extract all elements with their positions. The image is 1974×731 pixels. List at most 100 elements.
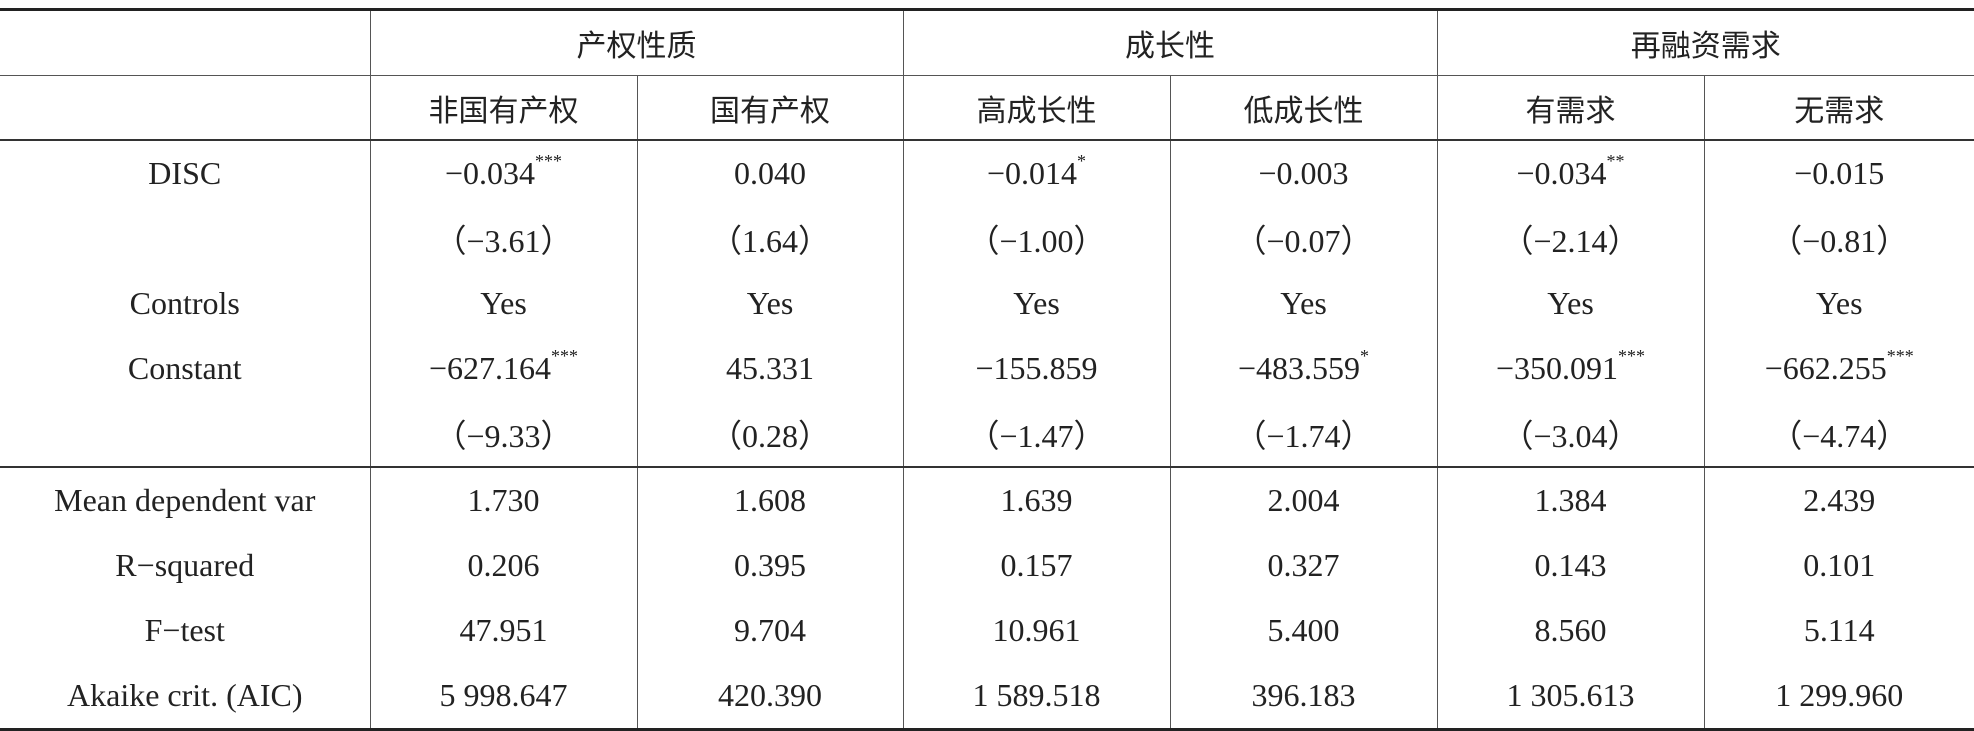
cell-value: 2.004	[1267, 482, 1340, 518]
cell: 396.183	[1169, 663, 1437, 730]
cell: 45.331	[636, 336, 903, 401]
cell-value: 0.157	[1000, 547, 1073, 583]
cell: 1.639	[902, 466, 1170, 533]
cell-value: −0.034	[1516, 155, 1607, 191]
cell-value: Yes	[480, 285, 527, 321]
table-body: 产权性质 成长性 再融资需求 非国有产权 国有产权 高成长性 低成长性 有需求 无需求 DISC −…	[0, 9, 1974, 730]
cell-value: 420.390	[718, 677, 822, 713]
cell-value: 1.608	[734, 482, 806, 518]
cell: 10.961	[902, 598, 1170, 663]
cell-value: （−0.07）	[1234, 222, 1373, 259]
cell: −350.091***	[1436, 336, 1704, 401]
data-row: Mean dependent var 1.730 1.608 1.639 2.004 1.…	[0, 466, 1974, 533]
cell: Yes	[1703, 271, 1974, 336]
significance: *	[1360, 346, 1370, 366]
data-row: Akaike crit. (AIC) 5 998.647 420.390 1 589.…	[0, 663, 1974, 730]
row-label	[0, 401, 370, 467]
cell: 1 305.613	[1436, 663, 1704, 730]
column-header: 国有产权	[636, 75, 903, 141]
significance: ***	[535, 151, 563, 171]
cell: （0.28）	[636, 401, 903, 467]
data-row: （−3.61） （1.64） （−1.00） （−0.07） （−2.14） （−0.81…	[0, 206, 1974, 271]
row-label: Controls	[129, 285, 240, 321]
cell-value: 1 299.960	[1775, 677, 1904, 713]
cell-value: 5.114	[1803, 612, 1875, 648]
cell: −0.034**	[1436, 140, 1704, 206]
cell-value: −483.559	[1237, 350, 1361, 386]
cell-value: 9.704	[734, 612, 806, 648]
cell-value: （−0.81）	[1770, 222, 1909, 259]
cell-value: 45.331	[726, 350, 814, 386]
cell: （−4.74）	[1703, 401, 1974, 467]
cell: （−3.04）	[1436, 401, 1704, 467]
cell: 0.206	[369, 533, 637, 598]
cell: （−2.14）	[1436, 206, 1704, 271]
cell-value: 1.384	[1534, 482, 1607, 518]
row-label: Mean dependent var	[0, 466, 370, 533]
cell-value: （−1.47）	[967, 417, 1106, 454]
column-header: 有需求	[1436, 75, 1704, 141]
cell-value: （−1.74）	[1234, 417, 1373, 454]
cell: （−1.74）	[1169, 401, 1437, 467]
cell: 1 589.518	[902, 663, 1170, 730]
group-header: 产权性质	[369, 9, 903, 76]
cell: 8.560	[1436, 598, 1704, 663]
row-label: R−squared	[115, 547, 255, 583]
cell: −0.034***	[369, 140, 637, 206]
cell-value: −0.003	[1258, 155, 1349, 191]
cell-value: 0.040	[734, 155, 806, 191]
cell-value: （−1.00）	[967, 222, 1106, 259]
cell-value: 0.327	[1267, 547, 1340, 583]
row-label: Akaike crit. (AIC)	[67, 677, 303, 713]
cell: （−3.61）	[369, 206, 637, 271]
cell: −0.003	[1169, 140, 1437, 206]
column-header-row: 非国有产权 国有产权 高成长性 低成长性 有需求 无需求	[0, 75, 1974, 141]
cell-value: 5 998.647	[439, 677, 568, 713]
cell: 2.004	[1169, 466, 1437, 533]
group-header: 再融资需求	[1436, 9, 1974, 76]
cell: 9.704	[636, 598, 903, 663]
data-row: （−9.33） （0.28） （−1.47） （−1.74） （−3.04） （−4.74…	[0, 401, 1974, 467]
cell: （−0.07）	[1169, 206, 1437, 271]
cell-value: 1 589.518	[972, 677, 1101, 713]
column-header: 无需求	[1703, 75, 1974, 141]
row-label	[0, 206, 370, 271]
cell: −627.164***	[369, 336, 637, 401]
cell-value: 1 305.613	[1506, 677, 1635, 713]
cell: Yes	[636, 271, 903, 336]
cell-value: （1.64）	[709, 222, 830, 259]
cell: 1.730	[369, 466, 637, 533]
cell: 1.384	[1436, 466, 1704, 533]
cell-value: 8.560	[1534, 612, 1607, 648]
cell-value: −155.859	[975, 350, 1098, 386]
cell: −662.255***	[1703, 336, 1974, 401]
cell: （−0.81）	[1703, 206, 1974, 271]
cell: 5.400	[1169, 598, 1437, 663]
cell-value: −350.091	[1495, 350, 1619, 386]
column-header: 非国有产权	[369, 75, 637, 141]
cell-value: 0.395	[734, 547, 806, 583]
cell: −483.559*	[1169, 336, 1437, 401]
corner-cell	[0, 75, 370, 141]
cell: 2.439	[1703, 466, 1974, 533]
cell: 0.040	[636, 140, 903, 206]
cell: Yes	[902, 271, 1170, 336]
cell-value: （−9.33）	[434, 417, 573, 454]
regression-table: 产权性质 成长性 再融资需求 非国有产权 国有产权 高成长性 低成长性 有需求 无需求 DISC −…	[0, 8, 1974, 731]
cell: 0.143	[1436, 533, 1704, 598]
cell-value: 5.400	[1267, 612, 1340, 648]
cell: （−9.33）	[369, 401, 637, 467]
cell-value: （0.28）	[709, 417, 830, 454]
cell: 0.157	[902, 533, 1170, 598]
cell-value: （−2.14）	[1501, 222, 1640, 259]
cell-value: 0.206	[467, 547, 540, 583]
cell: 1 299.960	[1703, 663, 1974, 730]
cell-value: Yes	[1547, 285, 1594, 321]
cell-value: −0.014	[986, 155, 1078, 191]
cell-value: Yes	[746, 285, 794, 321]
cell-value: 0.143	[1534, 547, 1607, 583]
significance: ***	[1618, 346, 1646, 366]
significance: ***	[1886, 346, 1914, 366]
cell: 0.327	[1169, 533, 1437, 598]
